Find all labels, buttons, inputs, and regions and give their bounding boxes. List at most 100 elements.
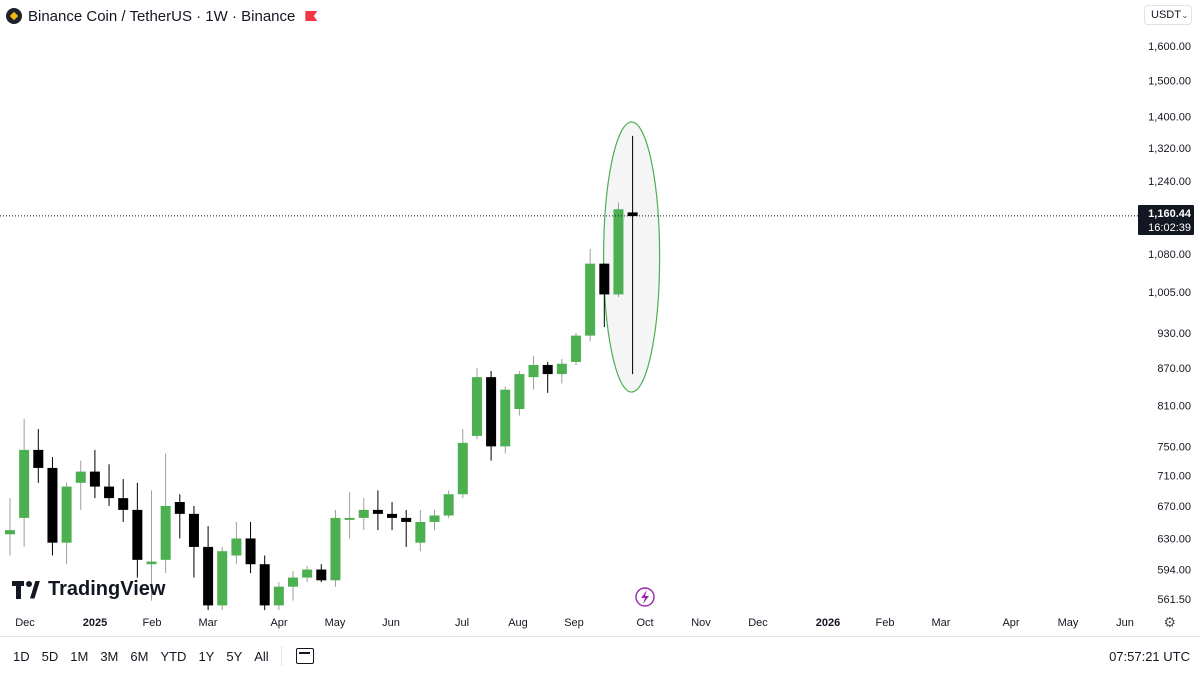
x-tick-label: Jul <box>455 617 469 629</box>
candle-body <box>302 569 313 578</box>
symbol-header[interactable]: Binance Coin / TetherUS · 1W · Binance <box>6 4 318 28</box>
currency-selector[interactable]: USDT ⌄ <box>1144 5 1192 25</box>
candle-body <box>259 564 270 606</box>
y-tick-label: 670.00 <box>1157 501 1191 513</box>
x-tick-label: 2026 <box>816 617 840 629</box>
x-tick-label: Sep <box>564 617 584 629</box>
candle <box>613 202 624 298</box>
range-button-5d[interactable]: 5D <box>41 648 59 664</box>
x-tick-label: Oct <box>636 617 653 629</box>
candle <box>288 571 298 601</box>
candle <box>231 521 242 565</box>
y-tick-label: 1,600.00 <box>1148 41 1191 53</box>
gear-icon[interactable]: ⚙ <box>1163 614 1176 630</box>
y-tick-label: 1,500.00 <box>1148 75 1191 87</box>
countdown-value: 16:02:39 <box>1148 222 1191 234</box>
bnb-logo-icon <box>6 8 22 24</box>
range-button-1d[interactable]: 1D <box>13 648 30 664</box>
candle <box>500 386 511 454</box>
x-tick-label: 2025 <box>83 617 107 629</box>
y-tick-label: 630.00 <box>1157 533 1191 545</box>
time-axis: Dec 2025 Feb Mar Apr May Jun Jul Aug Sep Oct Nov Dec… <box>15 617 1134 629</box>
candle <box>61 482 72 565</box>
candle <box>188 505 199 578</box>
candle <box>302 565 313 583</box>
candle <box>599 263 610 328</box>
range-button-1m[interactable]: 1M <box>70 648 89 664</box>
range-button-3m[interactable]: 3M <box>100 648 119 664</box>
candle-series <box>5 135 638 611</box>
candle <box>160 453 171 574</box>
candle <box>387 502 398 531</box>
x-tick-label: Apr <box>270 617 287 629</box>
candle-body <box>231 538 242 556</box>
candle <box>514 371 525 416</box>
candle <box>33 429 44 483</box>
range-button-5y[interactable]: 5Y <box>226 648 243 664</box>
candle-body <box>118 498 129 510</box>
x-tick-label: Aug <box>508 617 528 629</box>
range-button-ytd[interactable]: YTD <box>160 648 187 664</box>
candle <box>443 490 454 518</box>
candle-body <box>174 502 185 514</box>
y-tick-label: 930.00 <box>1157 328 1191 340</box>
candle-body <box>387 513 398 518</box>
range-button-1y[interactable]: 1Y <box>198 648 215 664</box>
candle-body <box>457 442 468 495</box>
symbol-title[interactable]: Binance Coin / TetherUS · 1W · Binance <box>28 7 296 25</box>
x-tick-label: Feb <box>143 617 162 629</box>
price-chart[interactable]: 1,600.00 1,500.00 1,400.00 1,320.00 1,240.00… <box>0 0 1200 636</box>
candle <box>585 248 596 342</box>
range-button-all[interactable]: All <box>254 648 269 664</box>
candle-body <box>104 486 115 499</box>
last-price-badge: 1,160.44 16:02:39 <box>1138 205 1194 235</box>
candle <box>118 479 129 522</box>
candle <box>259 555 270 611</box>
range-buttons: 1D 5D 1M 3M 6M YTD 1Y 5Y All <box>7 649 275 664</box>
candle-body <box>443 494 454 516</box>
candle-body <box>471 377 482 436</box>
y-tick-label: 1,005.00 <box>1148 287 1191 299</box>
candle <box>19 418 30 547</box>
candle-body <box>542 364 553 375</box>
y-tick-label: 1,320.00 <box>1148 143 1191 155</box>
y-tick-label: 561.50 <box>1157 594 1191 606</box>
candle-body <box>401 517 412 522</box>
y-tick-label: 810.00 <box>1157 401 1191 413</box>
candle <box>457 429 468 499</box>
candle-body <box>19 449 30 518</box>
x-tick-label: May <box>325 617 346 629</box>
candle-body <box>61 486 72 543</box>
range-button-6m[interactable]: 6M <box>130 648 149 664</box>
candle-body <box>160 505 171 560</box>
y-tick-label: 594.00 <box>1157 565 1191 577</box>
candle <box>627 135 638 375</box>
candle <box>174 494 185 539</box>
candle-body <box>344 517 355 520</box>
candle <box>571 332 581 365</box>
lightning-icon <box>635 587 655 607</box>
candle-body <box>585 263 596 336</box>
candle-body <box>358 509 369 518</box>
chevron-down-icon: ⌄ <box>1180 9 1189 20</box>
candle <box>372 490 383 531</box>
x-tick-label: Jun <box>1116 617 1134 629</box>
candle-body <box>316 569 327 581</box>
candle-body <box>500 389 511 447</box>
utc-clock[interactable]: 07:57:21 UTC <box>1109 648 1190 664</box>
flag-icon[interactable] <box>305 11 318 21</box>
candle <box>556 358 567 384</box>
candle-body <box>203 546 214 606</box>
candle-body <box>273 586 284 606</box>
candle <box>415 509 426 552</box>
candle <box>528 355 539 390</box>
x-tick-label: Nov <box>691 617 711 629</box>
candle-body <box>528 364 539 378</box>
candle <box>542 361 553 393</box>
y-tick-label: 710.00 <box>1157 470 1191 482</box>
candle-body <box>75 471 86 483</box>
candle <box>104 464 115 506</box>
x-tick-label: Mar <box>199 617 218 629</box>
candle-body <box>372 509 383 514</box>
calendar-icon[interactable] <box>295 648 314 664</box>
